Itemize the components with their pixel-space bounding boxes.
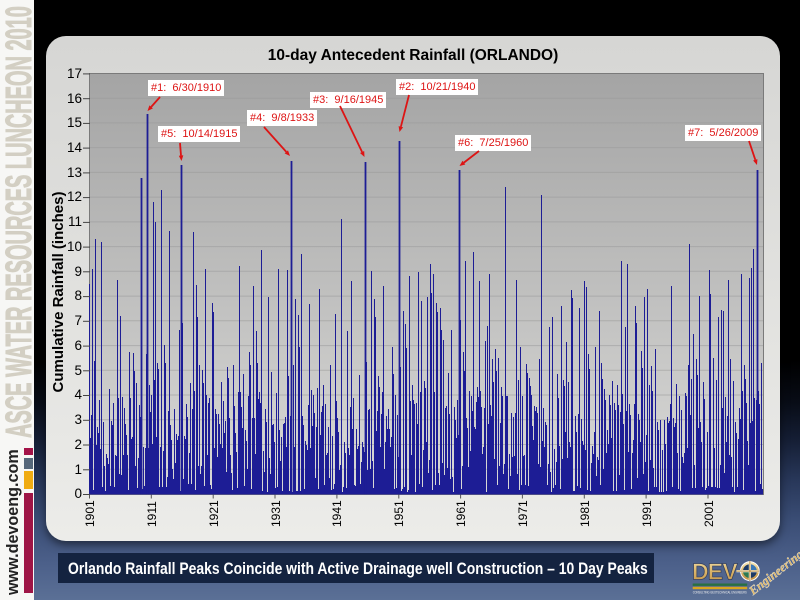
svg-text:CONSULTING GEOTECHNICAL ENGINE: CONSULTING GEOTECHNICAL ENGINEERS [693, 590, 747, 594]
svg-text:DEV: DEV [692, 559, 738, 585]
